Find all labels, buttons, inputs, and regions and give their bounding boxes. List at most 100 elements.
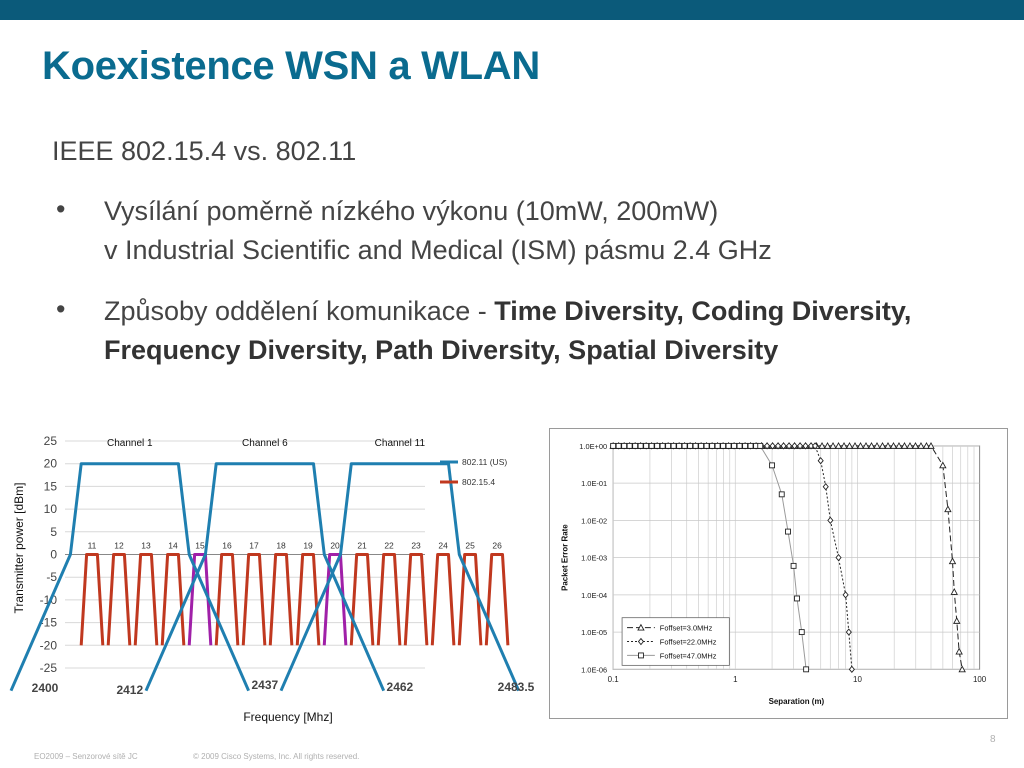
- top-banner: [0, 0, 1024, 20]
- data-point: [939, 461, 947, 469]
- data-point: [900, 441, 909, 449]
- bullet-marker: •: [56, 194, 66, 224]
- zigbee-channel-label: 25: [465, 541, 475, 551]
- bullet-2: Způsoby oddělení komunikace - Time Diver…: [104, 292, 984, 370]
- zigbee-channel-mask: [79, 553, 105, 646]
- footer-course: EO2009 – Senzorové sítě JC: [34, 752, 138, 761]
- data-point: [840, 441, 848, 449]
- data-point: [643, 442, 650, 449]
- x-axis-title: Separation (m): [769, 697, 825, 706]
- zigbee-channel-label: 14: [168, 541, 178, 551]
- data-point: [884, 441, 892, 449]
- data-point: [917, 441, 925, 449]
- wifi-channel-label: Channel 1: [107, 438, 153, 449]
- data-point: [638, 652, 644, 659]
- data-point: [817, 457, 824, 465]
- data-point: [648, 442, 655, 449]
- data-point: [780, 442, 787, 450]
- data-point: [812, 442, 819, 450]
- data-point: [848, 665, 855, 674]
- legend-label: Foffset=47.0MHz: [660, 651, 717, 660]
- y-tick-label: 1.0E-04: [581, 591, 607, 600]
- data-point: [873, 441, 881, 449]
- zigbee-channel-label: 17: [249, 541, 259, 551]
- x-tick-label: 2462: [387, 680, 414, 694]
- data-point: [637, 637, 645, 646]
- data-point: [725, 442, 732, 449]
- y-tick-label: 15: [44, 479, 58, 493]
- data-point: [763, 442, 771, 450]
- data-point: [862, 441, 870, 449]
- zigbee-channel-label: 18: [276, 541, 286, 551]
- data-point: [845, 441, 854, 449]
- zigbee-channel-mask: [133, 553, 159, 646]
- wifi-channel-mask: [144, 462, 386, 692]
- zigbee-channel-mask: [430, 553, 456, 646]
- data-point: [769, 442, 776, 450]
- data-point: [953, 616, 961, 624]
- y-tick-label: 1.0E-03: [581, 554, 607, 563]
- zigbee-channel-label: 11: [88, 541, 97, 551]
- data-point: [796, 442, 804, 450]
- data-point: [791, 442, 798, 450]
- data-point: [778, 491, 785, 498]
- y-tick-label: -25: [40, 661, 58, 675]
- data-point: [911, 441, 920, 449]
- data-point: [757, 442, 764, 449]
- data-point: [803, 666, 810, 673]
- y-tick-label: 1.0E-01: [581, 479, 607, 488]
- zigbee-channel-mask: [268, 553, 294, 646]
- x-tick-label: 2437: [251, 678, 278, 692]
- data-point: [927, 441, 935, 449]
- data-point: [818, 441, 826, 449]
- zigbee-channel-label: 21: [357, 541, 367, 551]
- data-point: [944, 505, 952, 513]
- data-point: [774, 442, 782, 450]
- zigbee-channel-mask: [106, 553, 132, 646]
- data-point: [950, 587, 958, 595]
- bullet-1: Vysílání poměrně nízkého výkonu (10mW, 2…: [104, 192, 984, 270]
- zigbee-channel-mask: [484, 553, 510, 646]
- y-tick-label: 25: [44, 434, 58, 448]
- data-point: [798, 629, 805, 636]
- zigbee-channel-label: 20: [330, 541, 340, 551]
- zigbee-channel-label: 24: [438, 541, 448, 551]
- y-tick-label: 1.0E-06: [581, 665, 607, 674]
- data-point: [615, 442, 622, 449]
- x-tick-label: 10: [853, 675, 862, 684]
- bullet-marker: •: [56, 294, 66, 324]
- data-point: [665, 442, 672, 449]
- zigbee-channel-label: 22: [384, 541, 394, 551]
- data-point: [687, 442, 694, 449]
- data-point: [835, 553, 842, 562]
- zigbee-channel-mask: [241, 553, 267, 646]
- series-line: [613, 445, 963, 670]
- data-point: [834, 441, 843, 449]
- data-point: [703, 442, 710, 449]
- data-point: [681, 442, 688, 449]
- data-point: [878, 441, 887, 449]
- x-tick-label: 2412: [116, 683, 143, 697]
- data-point: [742, 442, 749, 449]
- data-point: [851, 441, 859, 449]
- wifi-channel-label: Channel 11: [375, 438, 426, 449]
- data-point: [829, 441, 837, 449]
- data-point: [692, 442, 699, 449]
- y-tick-label: -20: [40, 638, 58, 652]
- data-point: [785, 442, 793, 450]
- x-tick-label: 0.1: [608, 675, 620, 684]
- y-tick-label: -15: [40, 616, 58, 630]
- data-point: [889, 441, 898, 449]
- data-point: [610, 442, 617, 449]
- x-tick-label: 2483.5: [498, 680, 535, 694]
- slide-subtitle: IEEE 802.15.4 vs. 802.11: [52, 136, 357, 166]
- data-point: [794, 595, 800, 602]
- data-point: [842, 591, 849, 599]
- y-tick-label: -5: [46, 570, 57, 584]
- bullet-2-bold-text: Time Diversity, Coding Diversity, Freque…: [104, 296, 912, 365]
- data-point: [747, 442, 754, 449]
- data-point: [621, 442, 628, 449]
- data-point: [736, 442, 743, 449]
- data-point: [720, 442, 727, 449]
